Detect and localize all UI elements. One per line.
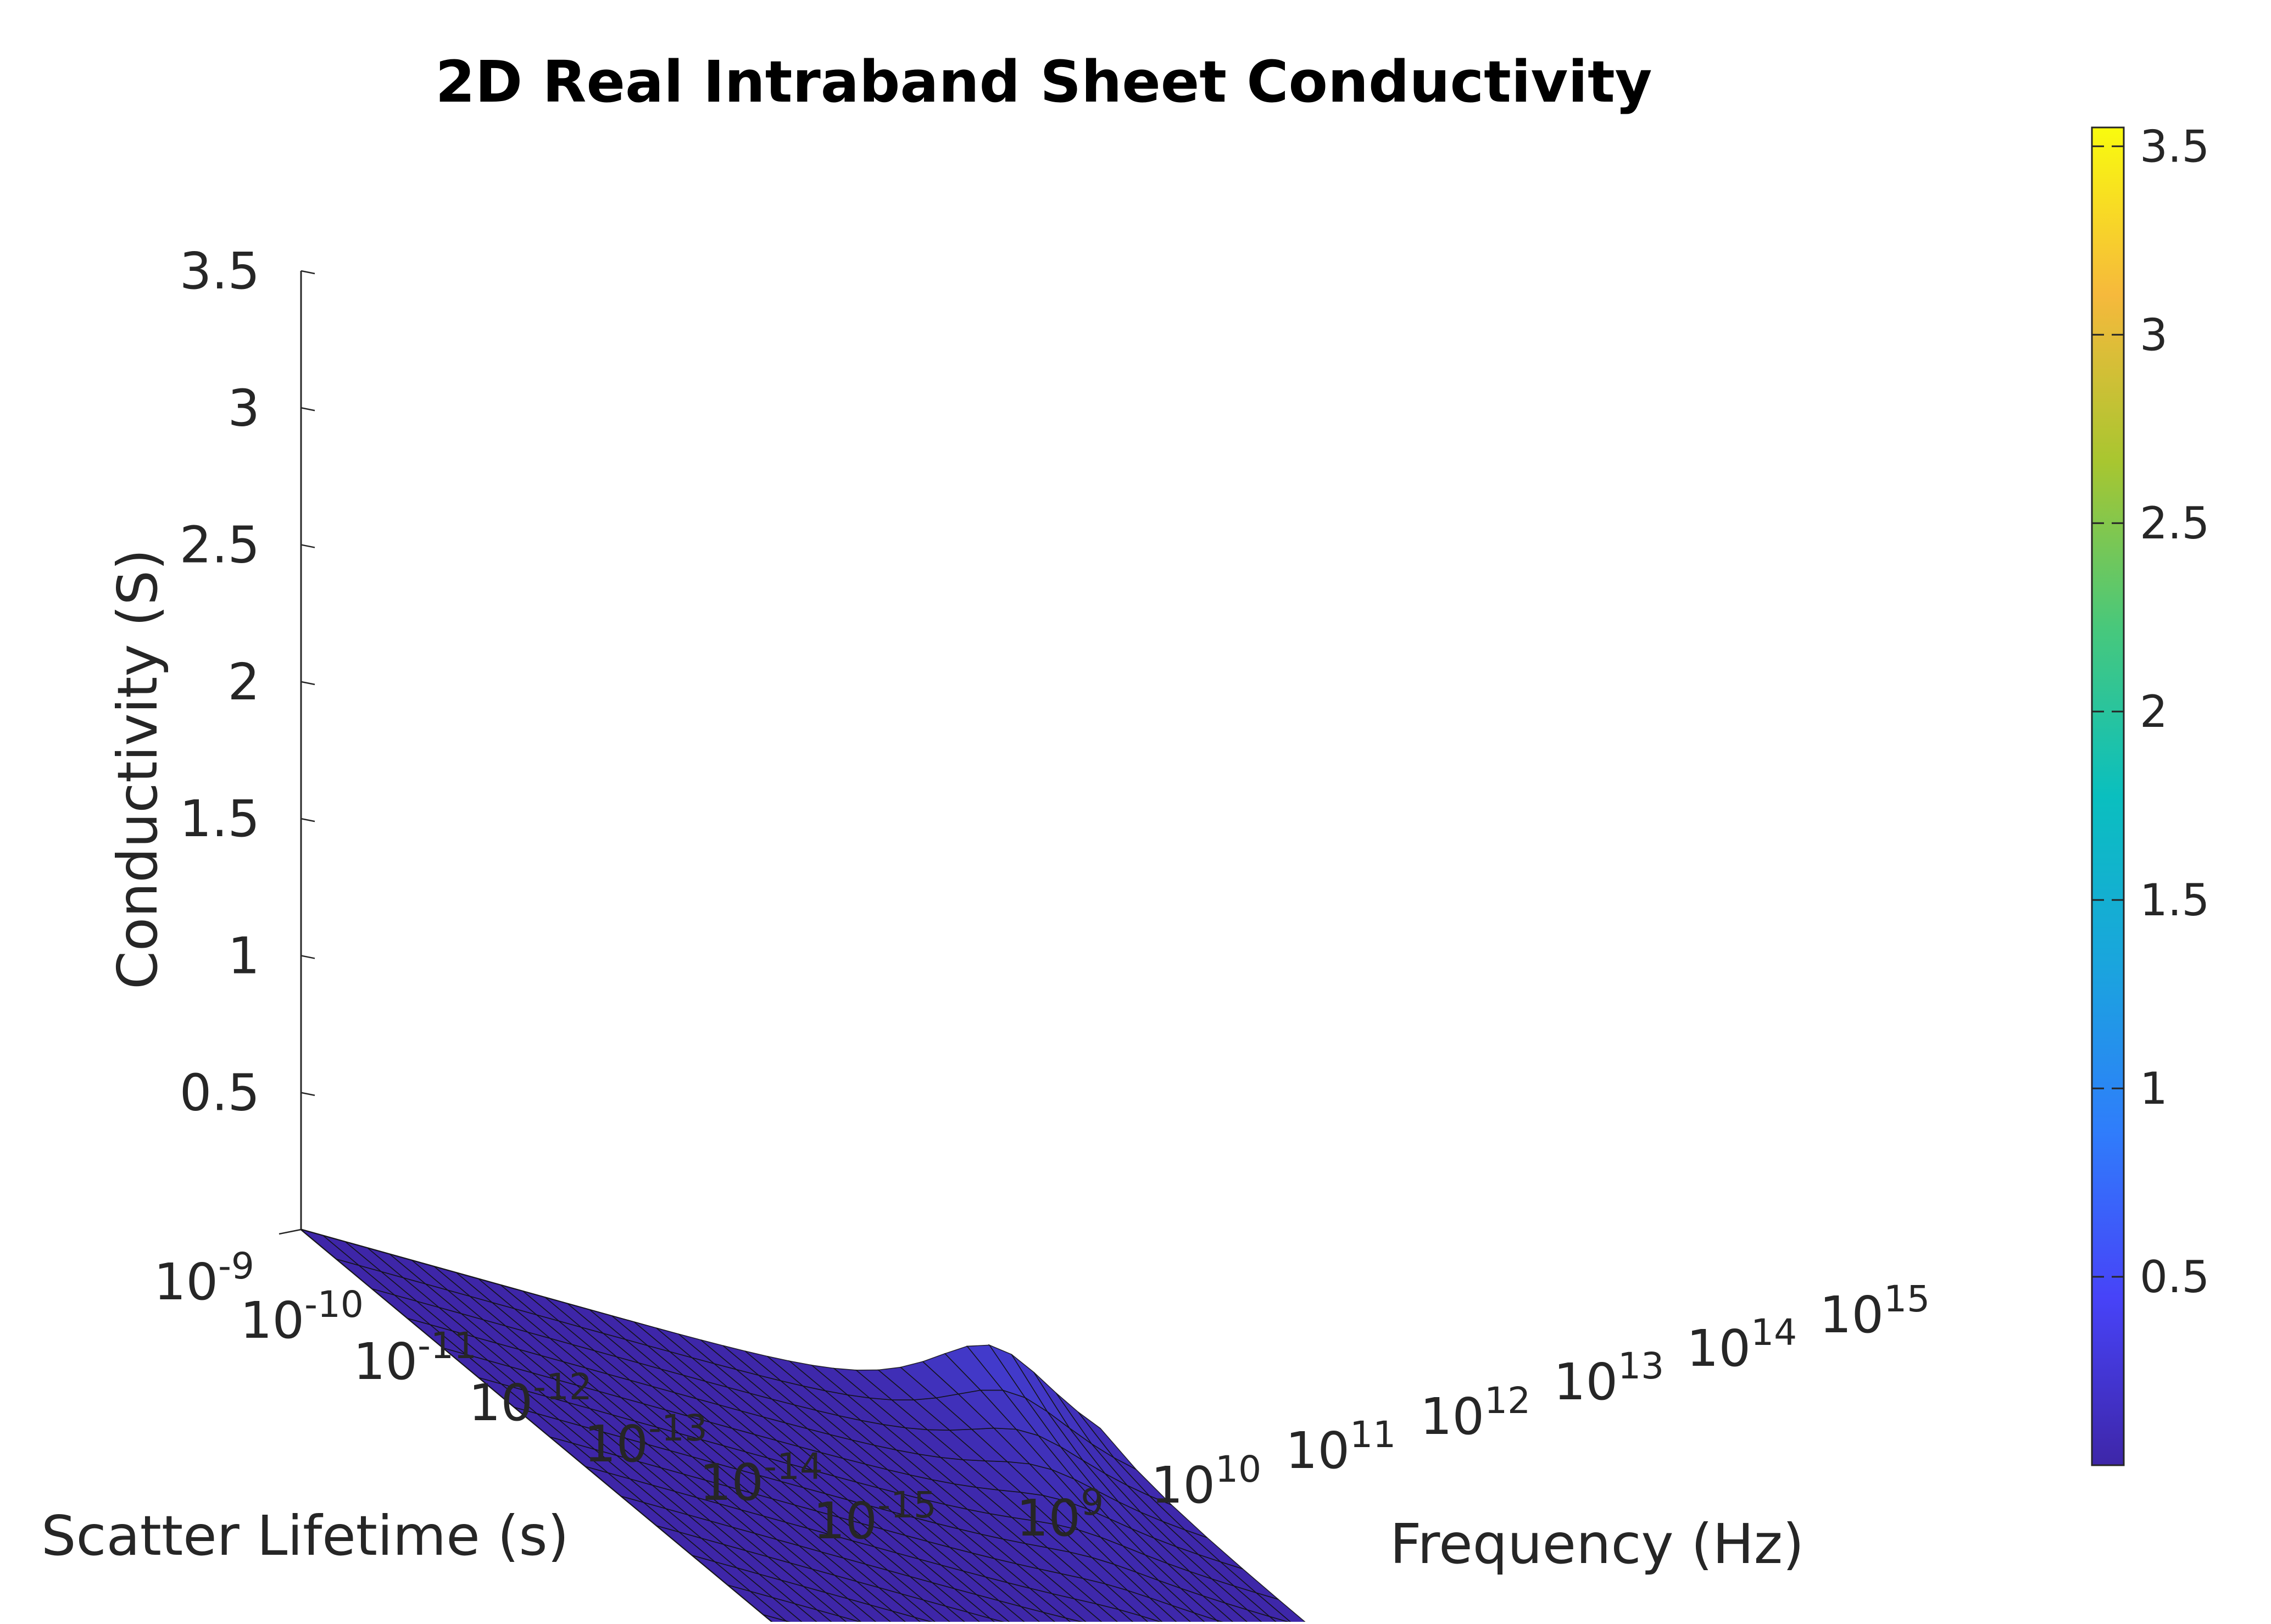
z-tick-label: 3 (227, 379, 260, 437)
z-tick-label: 3.5 (180, 242, 260, 301)
z-tick-label: 1.5 (180, 789, 260, 848)
colorbar-tick-label: 3.5 (2140, 121, 2209, 172)
y-tick-label: 10-10 (240, 1283, 364, 1350)
z-axis-tick (300, 681, 315, 686)
z-axis-label: Conductivity (S) (105, 549, 170, 989)
x-tick-label: 1012 (1420, 1380, 1530, 1446)
z-tick-label: 2.5 (180, 516, 260, 575)
y-axis-label: Scatter Lifetime (s) (41, 1504, 569, 1568)
y-tick-label: 10-14 (699, 1445, 823, 1512)
x-tick-label: 1011 (1285, 1414, 1396, 1480)
colorbar-ticks: 0.5 1 1.5 2 2.5 3 3.5 (2092, 121, 2209, 1303)
z-axis-tick (300, 1092, 315, 1096)
colorbar-tick-label: 2 (2140, 686, 2168, 737)
x-tick-label: 1015 (1819, 1278, 1930, 1344)
colorbar-tick-label: 0.5 (2140, 1252, 2209, 1303)
surface-patch (300, 1229, 359, 1266)
z-axis-tick (300, 544, 315, 548)
x-tick-label: 1013 (1554, 1345, 1664, 1411)
y-tick-label: 10-12 (469, 1366, 592, 1432)
y-tick-label: 10-15 (813, 1484, 937, 1550)
x-axis-label: Frequency (Hz) (1390, 1512, 1804, 1576)
z-axis-tick (300, 955, 315, 959)
colorbar-gradient (2091, 126, 2125, 1466)
colorbar-tick-label: 3 (2140, 309, 2168, 360)
y-tick-label: 10-9 (154, 1245, 254, 1311)
colorbar-tick-label: 1.5 (2140, 875, 2209, 926)
colorbar-tick-label: 1 (2140, 1063, 2168, 1114)
z-tick-label: 2 (227, 653, 260, 711)
z-axis-tick (300, 817, 315, 822)
z-tick-label: 0.5 (180, 1064, 260, 1122)
y-tick-label: 10-13 (584, 1407, 708, 1473)
x-tick-label: 1014 (1686, 1311, 1797, 1378)
z-axis-tick (300, 407, 315, 411)
x-tick-label: 1010 (1151, 1448, 1261, 1515)
surface (300, 1229, 1309, 1624)
y-axis-tick (279, 1228, 302, 1235)
x-tick-label: 109 (1016, 1481, 1104, 1548)
z-axis-tick (300, 270, 315, 275)
y-tick-label: 10-11 (353, 1325, 477, 1391)
chart-title: 2D Real Intraband Sheet Conductivity (436, 48, 1652, 115)
colorbar: 0.5 1 1.5 2 2.5 3 3.5 (2091, 121, 2209, 1466)
colorbar-tick-label: 2.5 (2140, 498, 2209, 549)
z-tick-label: 1 (227, 926, 260, 985)
